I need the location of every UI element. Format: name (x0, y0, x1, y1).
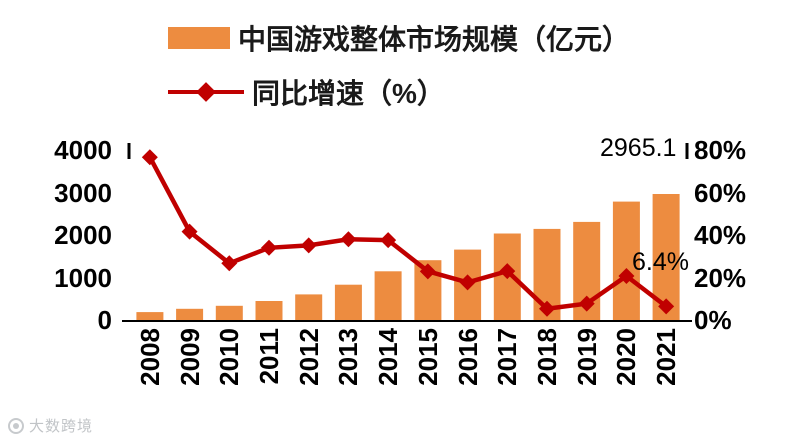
x-tick-2013: 2013 (333, 328, 364, 386)
y-right-tick-80%: 80% (694, 135, 747, 165)
bar-2009 (176, 308, 204, 320)
y-left-tick-4000: 4000 (54, 135, 112, 165)
y-left-tick-3000: 3000 (54, 177, 112, 208)
y-left-tick-2000: 2000 (54, 220, 112, 250)
line-swatch-icon (168, 81, 244, 103)
x-tick-2017: 2017 (492, 328, 523, 386)
x-tick-2010: 2010 (214, 328, 245, 386)
y-left-tick-1000: 1000 (54, 262, 112, 293)
x-tick-2012: 2012 (293, 328, 324, 386)
legend-item-market-size: 中国游戏整体市场规模（亿元） (168, 18, 630, 58)
bar-value-label: 2965.1 (600, 134, 677, 162)
line-marker-2010 (221, 255, 238, 272)
y-right-tick-0%: 0% (694, 305, 732, 335)
x-tick-2009: 2009 (174, 328, 205, 386)
x-tick-2016: 2016 (452, 328, 483, 386)
x-tick-2020: 2020 (611, 328, 642, 386)
watermark-logo-icon (8, 417, 24, 434)
line-marker-2020 (618, 268, 635, 285)
legend-label-market-size: 中国游戏整体市场规模（亿元） (238, 24, 631, 55)
line-marker-2021 (658, 298, 675, 315)
line-marker-2008 (141, 149, 158, 166)
y-left-tick-0: 0 (97, 305, 112, 335)
line-marker-2009 (181, 223, 198, 240)
bar-2012 (295, 294, 323, 320)
bar-2014 (374, 271, 402, 320)
legend-item-growth: 同比增速（%） (168, 72, 630, 112)
y-right-tick-40%: 40% (694, 220, 747, 250)
watermark: 大数跨境 (8, 415, 93, 436)
legend: 中国游戏整体市场规模（亿元） 同比增速（%） (168, 18, 630, 126)
line-marker-2018 (539, 300, 555, 317)
bar-swatch-icon (168, 27, 230, 49)
bar-2010 (215, 305, 243, 320)
line-marker-2019 (578, 295, 595, 312)
legend-label-growth: 同比增速（%） (252, 78, 445, 109)
x-tick-2021: 2021 (651, 328, 682, 386)
x-tick-2019: 2019 (571, 328, 602, 386)
line-marker-2011 (261, 239, 277, 256)
line-marker-2016 (459, 274, 476, 291)
y-right-tick-60%: 60% (694, 177, 747, 208)
y-right-tick-20%: 20% (694, 262, 747, 293)
line-marker-2014 (380, 232, 397, 249)
line-value-label: 6.4% (632, 248, 689, 276)
line-marker-2015 (419, 263, 436, 280)
bar-2008 (136, 312, 164, 320)
line-marker-2012 (300, 237, 317, 254)
line-marker-2013 (340, 231, 357, 248)
bar-2013 (334, 284, 362, 320)
x-tick-2018: 2018 (532, 328, 562, 386)
x-tick-2011: 2011 (254, 328, 284, 385)
line-marker-2017 (499, 263, 516, 280)
x-tick-2014: 2014 (373, 328, 404, 386)
x-tick-2008: 2008 (134, 328, 165, 386)
x-tick-2015: 2015 (412, 328, 443, 386)
watermark-text: 大数跨境 (29, 418, 94, 435)
bar-2011 (255, 301, 283, 320)
bar-2020 (612, 201, 640, 320)
